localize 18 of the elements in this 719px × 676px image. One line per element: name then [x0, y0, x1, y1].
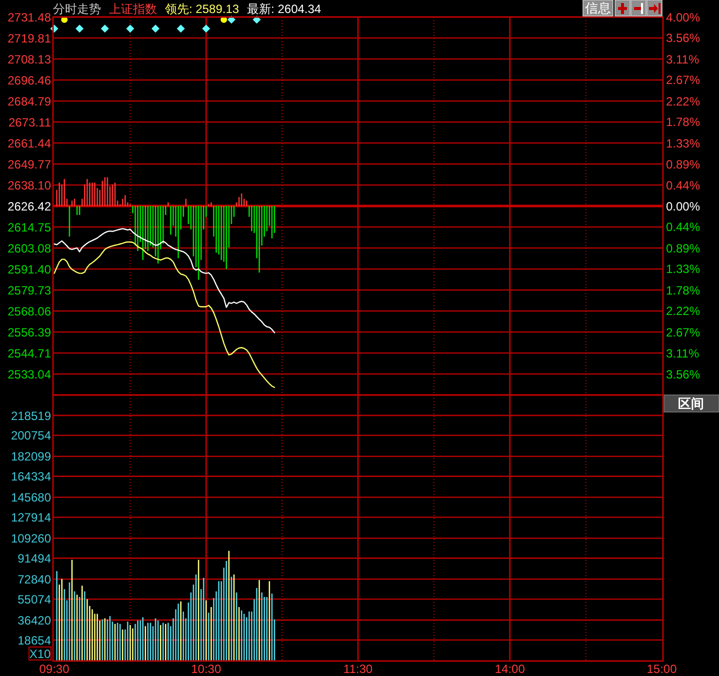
ytick: 164334 — [10, 470, 51, 484]
xtick: 09:30 — [39, 662, 70, 676]
ytick: 127914 — [10, 510, 51, 525]
ytick: 182099 — [10, 450, 51, 464]
xtick: 15:00 — [646, 662, 677, 676]
ytick: 109260 — [10, 532, 51, 546]
ytick: 91494 — [18, 552, 51, 566]
xtick: 14:00 — [494, 662, 525, 676]
ytick: 55074 — [18, 592, 51, 606]
ytick: 145680 — [10, 490, 51, 505]
ytick: 72840 — [18, 572, 51, 586]
xtick: 11:30 — [343, 662, 373, 676]
ytick: 200754 — [10, 428, 51, 443]
ytick: 218519 — [10, 408, 51, 423]
ytick: 36420 — [18, 613, 51, 628]
ylabel: X10 — [29, 647, 51, 661]
xtick: 10:30 — [191, 662, 222, 676]
ytick: 18654 — [18, 633, 51, 648]
